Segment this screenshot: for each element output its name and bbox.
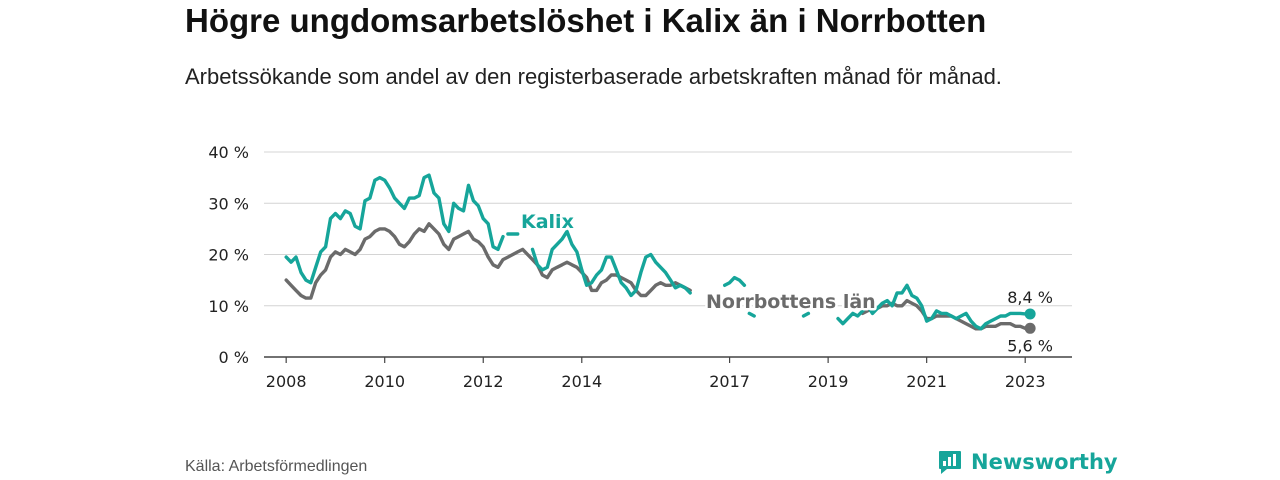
norrbotten-series-label-halo: Norrbottens län <box>706 291 876 313</box>
y-tick-label: 40 % <box>208 143 249 162</box>
kalix-series-line <box>836 283 1032 331</box>
y-tick-label: 0 % <box>219 348 249 367</box>
y-tick-label: 30 % <box>208 194 249 213</box>
brand-logo: Newsworthy <box>937 449 1118 475</box>
norrbotten-end-label: 5,6 % <box>1007 336 1053 355</box>
norrbotten-series-label: Norrbottens län <box>706 291 876 313</box>
kalix-series-line <box>723 275 747 287</box>
x-tick-label: 2008 <box>266 372 307 391</box>
x-tick-label: 2023 <box>1005 372 1046 391</box>
kalix-series-line <box>284 173 505 285</box>
source-note: Källa: Arbetsförmedlingen <box>185 458 368 475</box>
kalix-series-line <box>530 229 692 298</box>
kalix-series-line <box>747 311 756 318</box>
kalix-series-label-halo: Kalix <box>521 211 574 233</box>
y-tick-label: 20 % <box>208 246 249 265</box>
newsworthy-logo-icon <box>939 451 961 474</box>
x-tick-label: 2017 <box>709 372 750 391</box>
kalix-end-label: 8,4 % <box>1007 288 1053 307</box>
brand-name: Newsworthy <box>971 450 1118 474</box>
x-tick-label: 2014 <box>561 372 602 391</box>
x-tick-label: 2019 <box>808 372 849 391</box>
chart-subtitle: Arbetssökande som andel av den registerb… <box>185 64 1002 89</box>
norrbotten-series-line <box>284 222 692 300</box>
kalix-series-label: Kalix <box>521 211 574 233</box>
x-tick-label: 2012 <box>463 372 504 391</box>
kalix-series-line <box>801 311 811 318</box>
norrbotten-end-point <box>1024 322 1036 334</box>
y-tick-label: 10 % <box>208 297 249 316</box>
x-tick-label: 2010 <box>364 372 405 391</box>
chart-title: Högre ungdomsarbetslöshet i Kalix än i N… <box>185 2 987 39</box>
x-tick-label: 2021 <box>906 372 947 391</box>
kalix-end-point <box>1024 308 1036 320</box>
